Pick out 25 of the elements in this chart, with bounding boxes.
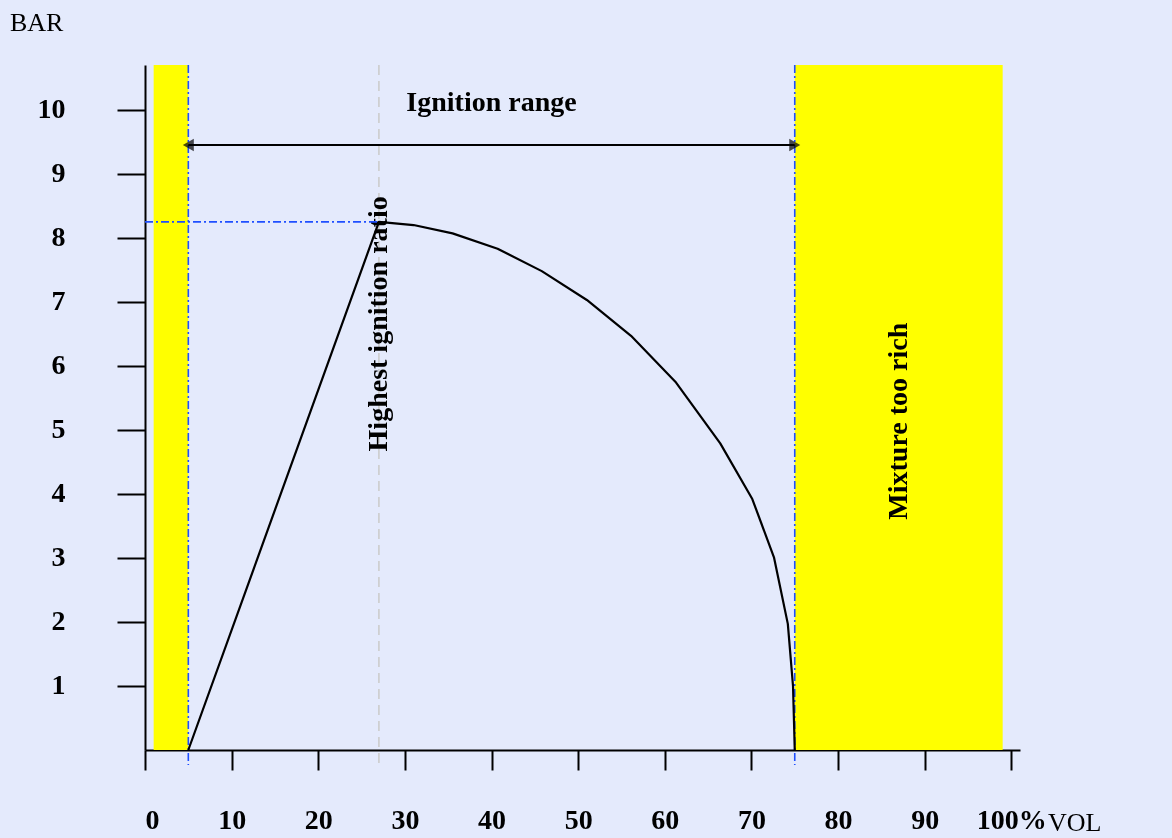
x-tick-label: 70	[737, 803, 766, 835]
y-tick-label: 6	[51, 349, 66, 381]
y-tick-label: 1	[51, 669, 66, 701]
x-tick-label: 50	[564, 803, 593, 835]
y-tick-label: 3	[51, 541, 66, 573]
y-tick-label: 10	[37, 93, 66, 125]
x-tick-label: 100%	[976, 803, 1047, 835]
x-tick-label: 10	[218, 803, 247, 835]
band-label: Mixture too rich	[881, 322, 913, 520]
y-tick-label: 2	[51, 605, 66, 637]
y-tick-label: 8	[51, 221, 66, 253]
x-tick-label: 90	[911, 803, 940, 835]
x-tick-label: 0	[145, 803, 160, 835]
y-tick-label: 7	[51, 285, 66, 317]
annotation: Ignition range	[406, 86, 577, 117]
x-axis-title: VOL	[1048, 808, 1102, 837]
y-tick-label: 4	[51, 477, 66, 509]
x-tick-label: 40	[478, 803, 507, 835]
y-tick-label: 9	[51, 157, 66, 189]
x-tick-label: 30	[391, 803, 420, 835]
x-tick-label: 80	[824, 803, 853, 835]
x-tick-label: 20	[304, 803, 333, 835]
x-tick-label: 60	[651, 803, 680, 835]
y-axis-title: BAR	[10, 8, 65, 37]
y-tick-label: 5	[51, 413, 66, 445]
